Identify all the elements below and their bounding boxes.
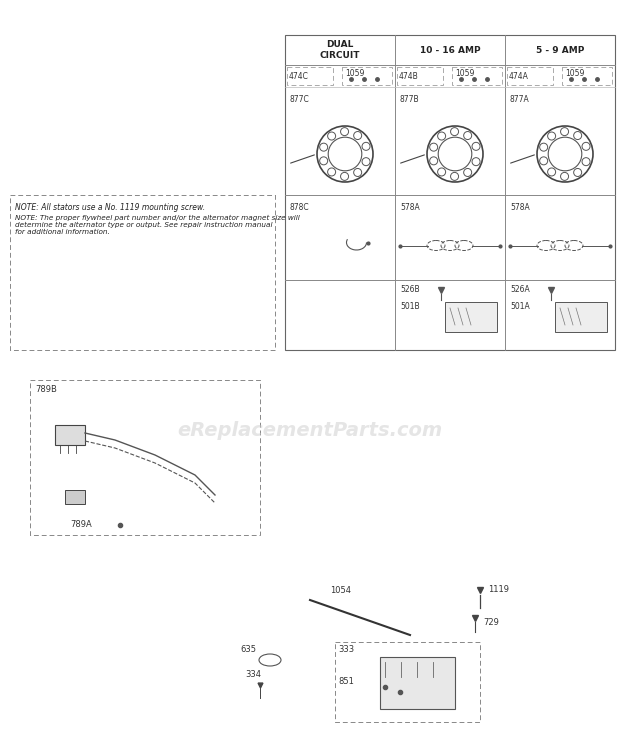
Text: 1059: 1059 xyxy=(456,69,475,78)
Bar xyxy=(10,195,275,350)
Bar xyxy=(562,67,612,85)
Bar xyxy=(554,302,608,332)
Text: 334: 334 xyxy=(245,670,261,679)
Text: NOTE: All stators use a No. 1119 mounting screw.: NOTE: All stators use a No. 1119 mountin… xyxy=(15,203,205,212)
Text: 851: 851 xyxy=(338,677,354,686)
Text: 501A: 501A xyxy=(510,302,529,311)
Text: 474C: 474C xyxy=(289,71,309,80)
Bar xyxy=(335,642,480,722)
Text: 635: 635 xyxy=(240,645,256,654)
Text: 729: 729 xyxy=(483,618,499,627)
Text: 1119: 1119 xyxy=(488,585,509,594)
Text: 526A: 526A xyxy=(510,285,529,294)
Text: 501B: 501B xyxy=(400,302,420,311)
Text: 578A: 578A xyxy=(400,203,420,212)
Text: 789A: 789A xyxy=(70,520,92,529)
Text: 1059: 1059 xyxy=(345,69,365,78)
Bar xyxy=(342,67,392,85)
Text: 474A: 474A xyxy=(509,71,529,80)
Text: 878C: 878C xyxy=(290,203,309,212)
Text: eReplacementParts.com: eReplacementParts.com xyxy=(177,420,443,440)
Bar xyxy=(55,425,85,445)
Bar xyxy=(285,35,615,350)
Text: 1059: 1059 xyxy=(565,69,585,78)
Bar xyxy=(380,657,455,709)
Bar xyxy=(30,380,260,535)
Bar xyxy=(452,67,502,85)
Text: 877C: 877C xyxy=(290,95,310,104)
Text: 789B: 789B xyxy=(35,385,57,394)
Text: 333: 333 xyxy=(338,645,354,654)
Text: 526B: 526B xyxy=(400,285,420,294)
Text: 10 - 16 AMP: 10 - 16 AMP xyxy=(420,45,480,54)
Bar xyxy=(65,490,85,504)
Text: 877B: 877B xyxy=(400,95,420,104)
Bar xyxy=(507,67,553,85)
Text: 5 - 9 AMP: 5 - 9 AMP xyxy=(536,45,584,54)
Text: NOTE: The proper flywheel part number and/or the alternator magnet size will
det: NOTE: The proper flywheel part number an… xyxy=(15,215,299,235)
Text: DUAL
CIRCUIT: DUAL CIRCUIT xyxy=(320,40,360,60)
Bar xyxy=(445,302,497,332)
Bar xyxy=(397,67,443,85)
Text: 474B: 474B xyxy=(399,71,419,80)
Text: 578A: 578A xyxy=(510,203,529,212)
Text: 1054: 1054 xyxy=(330,586,351,595)
Text: 877A: 877A xyxy=(510,95,529,104)
Bar xyxy=(287,67,333,85)
